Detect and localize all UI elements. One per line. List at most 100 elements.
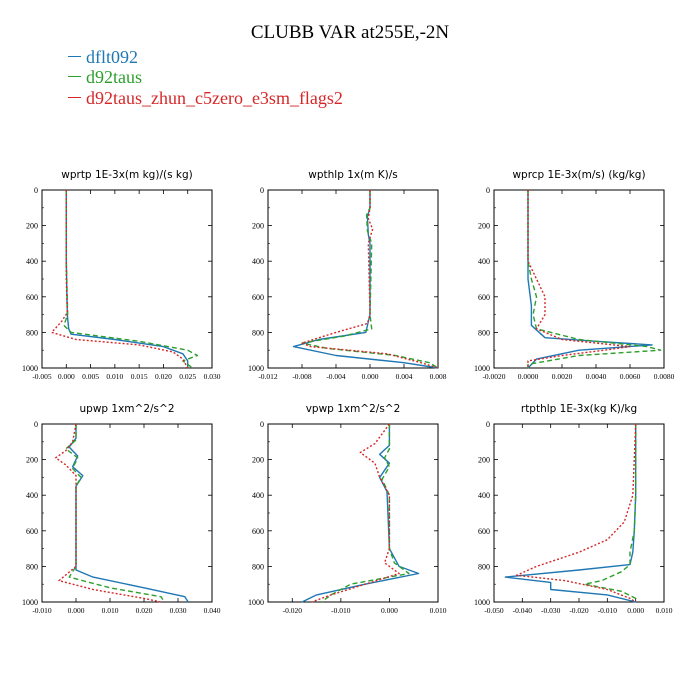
plot-frame [267, 189, 439, 369]
chart-title: rtpthlp 1E-3x(kg K)/kg [521, 403, 637, 415]
y-tick-label: 0 [260, 186, 264, 195]
y-tick-label: 0 [486, 186, 490, 195]
y-tick-label: 600 [26, 293, 38, 302]
x-tick-label: 0.000 [381, 606, 398, 615]
y-tick-label: 0 [260, 420, 264, 429]
legend-label: dflt092 [86, 47, 138, 67]
y-tick-label: 0 [34, 420, 38, 429]
series-line-d92taus [527, 190, 662, 368]
legend-entry-dflt092: dflt092 [68, 47, 138, 68]
series-line-d92taus_zhun_c5zero_e3sm_flags2 [54, 423, 162, 603]
y-tick-label: 600 [478, 293, 490, 302]
legend-label: d92taus_zhun_c5zero_e3sm_flags2 [86, 88, 343, 108]
x-tick-label: -0.010 [598, 606, 618, 615]
y-tick-label: 1000 [474, 598, 490, 607]
x-tick-label: -0.012 [258, 372, 278, 381]
series-line-d92taus [301, 190, 439, 369]
series-line-d92taus_zhun_c5zero_e3sm_flags2 [301, 190, 439, 369]
x-tick-label: 0.0060 [620, 372, 641, 381]
y-tick-label: 400 [252, 257, 264, 266]
series-line-d92taus [584, 424, 637, 602]
x-tick-label: 0.025 [179, 372, 196, 381]
x-tick-label: 0.000 [362, 372, 379, 381]
x-tick-label: -0.020 [569, 606, 589, 615]
x-tick-label: 0.0080 [654, 372, 675, 381]
y-tick-label: 800 [26, 328, 38, 337]
y-tick-label: 200 [26, 222, 38, 231]
y-tick-label: 200 [478, 222, 490, 231]
y-tick-label: 1000 [474, 364, 490, 373]
legend-swatch [68, 56, 81, 58]
y-tick-label: 800 [26, 562, 38, 571]
y-tick-label: 600 [252, 527, 264, 536]
x-tick-label: 0.030 [204, 372, 221, 381]
x-tick-label: 0.015 [131, 372, 148, 381]
y-tick-label: 200 [252, 456, 264, 465]
y-tick-label: 800 [478, 328, 490, 337]
y-tick-label: 400 [478, 257, 490, 266]
legend-entry-d92taus: d92taus [68, 67, 142, 88]
series-line-dflt092 [68, 424, 189, 603]
y-tick-label: 800 [252, 328, 264, 337]
y-tick-label: 400 [478, 491, 490, 500]
x-tick-label: 0.0000 [518, 372, 539, 381]
x-tick-label: 0.0020 [552, 372, 573, 381]
x-tick-label: -0.020 [283, 606, 303, 615]
y-tick-label: 200 [252, 222, 264, 231]
legend-swatch [68, 97, 81, 99]
y-tick-label: 600 [252, 293, 264, 302]
series-line-d92taus_zhun_c5zero_e3sm_flags2 [311, 423, 400, 603]
legend-entry-d92taus-zhun: d92taus_zhun_c5zero_e3sm_flags2 [68, 88, 343, 109]
y-tick-label: 800 [252, 562, 264, 571]
series-line-d92taus_zhun_c5zero_e3sm_flags2 [516, 423, 637, 603]
x-tick-label: -0.0020 [482, 372, 505, 381]
series-line-d92taus_zhun_c5zero_e3sm_flags2 [527, 190, 631, 368]
x-tick-label: 0.005 [82, 372, 99, 381]
y-tick-label: 1000 [22, 364, 38, 373]
y-tick-label: 1000 [248, 364, 264, 373]
y-tick-label: 400 [252, 491, 264, 500]
y-tick-label: 400 [26, 257, 38, 266]
x-tick-label: -0.040 [513, 606, 533, 615]
x-tick-label: 0.008 [430, 372, 447, 381]
x-tick-label: -0.050 [484, 606, 504, 615]
chart-title: wprtp 1E-3x(m kg)/(s kg) [61, 169, 192, 181]
x-tick-label: 0.0040 [586, 372, 607, 381]
series-line-d92taus [320, 424, 410, 603]
page-title: CLUBB VAR at255E,-2N [250, 22, 450, 43]
series-line-d92taus [65, 424, 165, 603]
series-line-dflt092 [65, 190, 189, 368]
chart-title: vpwp 1xm^2/s^2 [306, 403, 401, 415]
x-tick-label: 0.030 [170, 606, 187, 615]
x-tick-label: 0.010 [430, 606, 447, 615]
legend-label: d92taus [86, 67, 142, 87]
y-tick-label: 1000 [248, 598, 264, 607]
series-line-dflt092 [504, 424, 637, 603]
x-tick-label: -0.008 [292, 372, 312, 381]
y-tick-label: 800 [478, 562, 490, 571]
y-tick-label: 0 [486, 420, 490, 429]
x-tick-label: -0.010 [32, 606, 52, 615]
x-tick-label: 0.000 [58, 372, 75, 381]
y-tick-label: 600 [478, 527, 490, 536]
chart-title: upwp 1xm^2/s^2 [80, 403, 175, 415]
x-tick-label: 0.010 [656, 606, 673, 615]
legend-swatch [68, 76, 81, 78]
y-tick-label: 400 [26, 491, 38, 500]
chart-title: wprcp 1E-3x(m/s) (kg/kg) [512, 169, 645, 181]
series-line-dflt092 [527, 190, 653, 369]
x-tick-label: 0.010 [106, 372, 123, 381]
y-tick-label: 200 [478, 456, 490, 465]
x-tick-label: 0.000 [627, 606, 644, 615]
x-tick-label: 0.004 [396, 372, 413, 381]
series-line-dflt092 [301, 424, 420, 603]
x-tick-label: -0.030 [541, 606, 561, 615]
y-tick-label: 600 [26, 527, 38, 536]
y-tick-label: 0 [34, 186, 38, 195]
x-tick-label: 0.000 [68, 606, 85, 615]
series-line-d92taus_zhun_c5zero_e3sm_flags2 [51, 190, 189, 369]
x-tick-label: -0.004 [326, 372, 346, 381]
y-tick-label: 1000 [22, 598, 38, 607]
series-line-dflt092 [292, 190, 439, 369]
